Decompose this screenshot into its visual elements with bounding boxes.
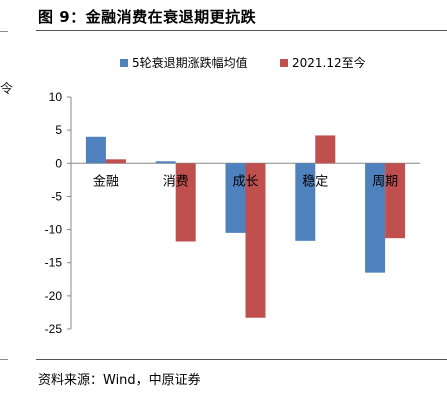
y-tick-label-3: -5 [51, 189, 62, 203]
bar-recent-2 [245, 163, 266, 318]
category-label-4: 周期 [372, 174, 398, 189]
y-tick-label-0: 10 [49, 90, 63, 104]
bar-avg-4 [365, 163, 386, 273]
bar-avg-3 [295, 163, 316, 241]
source-note: 资料来源：Wind，中原证券 [38, 373, 201, 388]
left-edge-rule-bottom [0, 359, 8, 360]
y-tick-label-6: -20 [45, 289, 63, 303]
legend-swatch-0 [120, 59, 128, 67]
bar-recent-3 [315, 135, 336, 164]
y-tick-label-5: -15 [45, 256, 63, 270]
category-labels: 金融 消费 成长 稳定 周期 [93, 173, 398, 189]
category-label-3: 稳定 [302, 173, 328, 189]
bar-recent-0 [105, 159, 126, 164]
bar-recent-1 [175, 163, 196, 242]
title-divider [36, 30, 447, 31]
bar-series [85, 135, 406, 318]
category-label-2: 成长 [232, 174, 258, 189]
legend-label-1: 2021.12至今 [292, 55, 366, 70]
y-tick-label-1: 5 [55, 123, 62, 137]
y-tick-label-2: 0 [55, 156, 62, 170]
legend-swatch-1 [280, 59, 288, 67]
y-tick-label-4: -10 [45, 223, 63, 237]
category-label-0: 金融 [93, 173, 119, 189]
left-edge-rule-top [0, 31, 8, 32]
bar-avg-0 [85, 136, 106, 164]
y-tick-label-7: -25 [45, 322, 63, 336]
bar-avg-2 [225, 163, 246, 233]
bar-recent-4 [385, 163, 406, 239]
bar-chart: 5轮衰退期涨跌幅均值 2021.12至今 10 5 0 -5 -10 -15 -20 -25 金… [45, 55, 420, 336]
cropped-side-text: 令 [0, 82, 14, 97]
category-label-1: 消费 [163, 174, 189, 189]
chart-legend: 5轮衰退期涨跌幅均值 2021.12至今 [120, 55, 366, 70]
figure-title: 图 9：金融消费在衰退期更抗跌 [38, 8, 257, 26]
bottom-divider [36, 359, 447, 360]
bar-avg-1 [155, 161, 176, 164]
legend-label-0: 5轮衰退期涨跌幅均值 [132, 55, 248, 70]
